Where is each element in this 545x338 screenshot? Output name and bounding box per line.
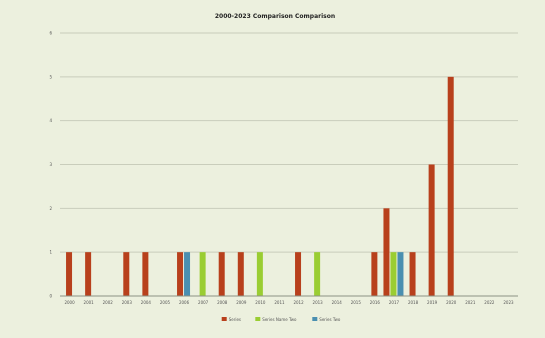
bar: [218, 252, 225, 296]
x-tick-label: 2014: [332, 300, 343, 305]
x-tick-label: 2017: [389, 300, 400, 305]
bar: [428, 164, 435, 296]
bar: [397, 252, 404, 296]
y-tick-label: 5: [49, 74, 52, 79]
x-tick-label: 2013: [313, 300, 324, 305]
bar: [199, 252, 206, 296]
x-tick-label: 2016: [370, 300, 381, 305]
y-tick-label: 2: [49, 206, 52, 211]
legend-swatch: [312, 317, 318, 321]
x-tick-label: 2012: [293, 300, 304, 305]
bar: [390, 252, 397, 296]
x-tick-label: 2020: [446, 300, 457, 305]
bar: [256, 252, 263, 296]
x-tick-label: 2005: [160, 300, 171, 305]
x-tick-label: 2006: [179, 300, 190, 305]
x-tick-label: 2022: [484, 300, 495, 305]
x-tick-label: 2008: [217, 300, 228, 305]
x-tick-label: 2002: [103, 300, 114, 305]
bar: [237, 252, 244, 296]
x-tick-label: 2003: [122, 300, 133, 305]
bar: [85, 252, 92, 296]
x-tick-label: 2004: [141, 300, 152, 305]
y-tick-label: 1: [49, 250, 52, 255]
x-axis-ticks: 2000 2001 2002 2003 2004 2005 2006 2007 2008 2009…: [64, 300, 514, 305]
legend: Series Series Name Two Series Two: [221, 317, 341, 322]
chart-title: 2000-2023 Comparison Comparison: [215, 13, 335, 20]
bar: [295, 252, 302, 296]
legend-label: Series Two: [319, 317, 341, 322]
x-tick-label: 2023: [503, 300, 514, 305]
y-tick-label: 3: [49, 162, 52, 167]
bars: [66, 76, 454, 296]
gridlines: [60, 32, 518, 253]
y-tick-label: 0: [49, 294, 52, 299]
bar: [314, 252, 321, 296]
bar: [447, 76, 454, 296]
x-tick-label: 2019: [427, 300, 438, 305]
x-tick-label: 2001: [84, 300, 95, 305]
bar: [123, 252, 130, 296]
bar: [383, 208, 390, 296]
x-tick-label: 2009: [236, 300, 247, 305]
x-tick-label: 2018: [408, 300, 419, 305]
y-axis-ticks: 0 1 2 3 4 5 6: [49, 31, 52, 299]
x-tick-label: 2000: [64, 300, 75, 305]
y-tick-label: 6: [49, 31, 52, 36]
x-tick-label: 2011: [274, 300, 285, 305]
x-tick-label: 2021: [465, 300, 476, 305]
x-tick-label: 2007: [198, 300, 209, 305]
bar: [142, 252, 149, 296]
legend-label: Series: [229, 317, 241, 322]
bar: [371, 252, 378, 296]
bar: [66, 252, 73, 296]
legend-swatch: [221, 317, 227, 321]
bar: [409, 252, 416, 296]
legend-swatch: [255, 317, 261, 321]
x-tick-label: 2015: [351, 300, 362, 305]
x-tick-label: 2010: [255, 300, 266, 305]
legend-label: Series Name Two: [262, 317, 297, 322]
bar: [177, 252, 184, 296]
bar: [184, 252, 191, 296]
y-tick-label: 4: [49, 118, 52, 123]
